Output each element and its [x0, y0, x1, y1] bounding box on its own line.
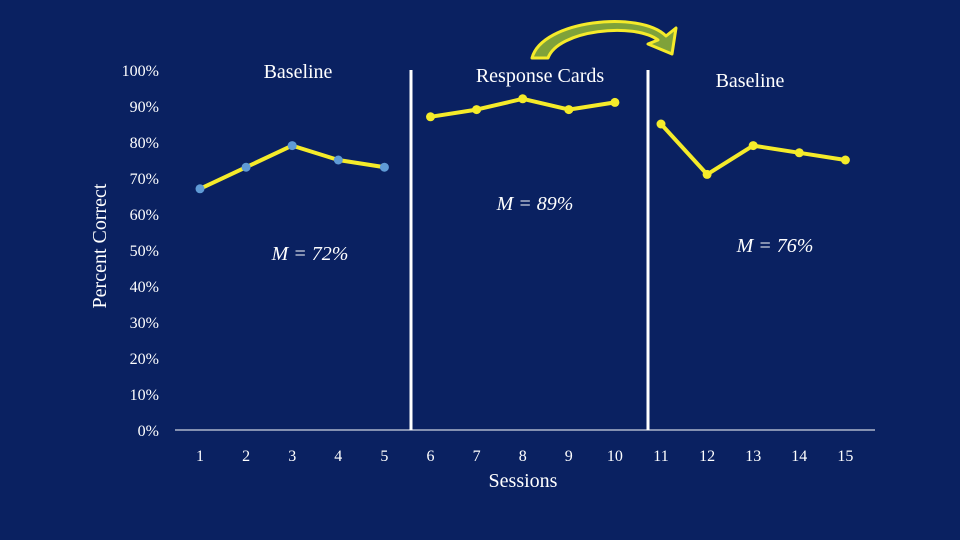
x-tick-label: 4 [334, 448, 342, 465]
data-point [610, 97, 620, 107]
chart-plot-area [195, 94, 850, 194]
series-line [198, 143, 387, 191]
y-axis-title: Percent Correct [89, 183, 111, 308]
chart-axes [175, 70, 875, 431]
x-tick-label: 7 [473, 448, 481, 465]
y-tick-label: 80% [130, 135, 159, 152]
y-tick-label: 90% [130, 99, 159, 116]
x-tick-label: 1 [196, 448, 204, 465]
y-tick-label: 70% [130, 171, 159, 188]
data-point [241, 162, 251, 172]
x-tick-label: 8 [519, 448, 527, 465]
x-tick-label: 10 [607, 448, 623, 465]
phase-mean-label: M = 89% [496, 193, 574, 215]
x-tick-label: 2 [242, 448, 250, 465]
data-point [702, 169, 712, 179]
chart-labels: 0%10%20%30%40%50%60%70%80%90%100%1 2 3 4 5 6 7… [89, 61, 853, 492]
y-tick-label: 10% [130, 387, 159, 404]
phase-mean-label: M = 76% [736, 235, 814, 257]
y-tick-label: 60% [130, 207, 159, 224]
x-tick-label: 14 [791, 448, 807, 465]
phase-title: Response Cards [476, 65, 605, 87]
y-tick-label: 100% [122, 63, 159, 80]
x-axis-title: Sessions [489, 470, 558, 492]
x-tick-label: 5 [380, 448, 388, 465]
phase-title: Baseline [264, 61, 333, 83]
x-tick-label: 13 [745, 448, 761, 465]
x-tick-label: 15 [837, 448, 853, 465]
data-point [287, 141, 297, 151]
y-tick-label: 20% [130, 351, 159, 368]
data-point [840, 155, 850, 165]
data-point [794, 148, 804, 158]
data-point [564, 105, 574, 115]
x-tick-label: 6 [427, 448, 435, 465]
curved-arrow-icon [530, 20, 678, 60]
y-tick-label: 30% [130, 315, 159, 332]
chart-decorations [530, 20, 678, 60]
x-tick-label: 9 [565, 448, 573, 465]
data-point [748, 141, 758, 151]
data-point [195, 184, 205, 194]
data-point [379, 162, 389, 172]
y-tick-label: 40% [130, 279, 159, 296]
y-tick-label: 50% [130, 243, 159, 260]
x-tick-label: 12 [699, 448, 715, 465]
y-tick-label: 0% [138, 423, 159, 440]
x-tick-label: 11 [653, 448, 668, 465]
data-point [333, 155, 343, 165]
phase-title: Baseline [716, 70, 785, 92]
phase-mean-label: M = 72% [271, 243, 349, 265]
data-point [656, 119, 666, 129]
data-point [426, 112, 435, 122]
x-tick-label: 3 [288, 448, 296, 465]
data-point [472, 105, 482, 115]
data-point [518, 94, 528, 104]
